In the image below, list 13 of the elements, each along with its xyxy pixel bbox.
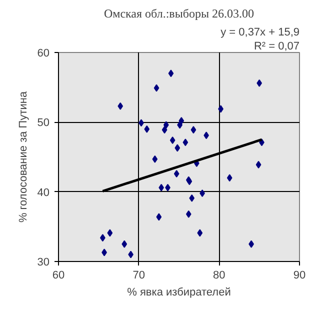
x-tick-label: 80 — [213, 270, 226, 282]
y-tick-label: 60 — [37, 48, 50, 60]
chart-title: Омская обл.:выборы 26.03.00 — [104, 6, 254, 20]
x-tick-label: 70 — [132, 270, 145, 282]
x-axis-title: % явка избирателей — [127, 286, 231, 298]
y-axis-title: % голосование за Путина — [17, 90, 30, 223]
y-tick-label: 30 — [37, 256, 50, 268]
y-tick-label: 40 — [37, 186, 50, 199]
x-tick-label: 90 — [293, 270, 306, 282]
text: y = 0,37x + 15,9 — [220, 26, 300, 38]
x-tick-label: 60 — [52, 270, 65, 282]
text: R² = 0,07 — [254, 40, 300, 52]
y-tick-label: 50 — [37, 117, 50, 130]
